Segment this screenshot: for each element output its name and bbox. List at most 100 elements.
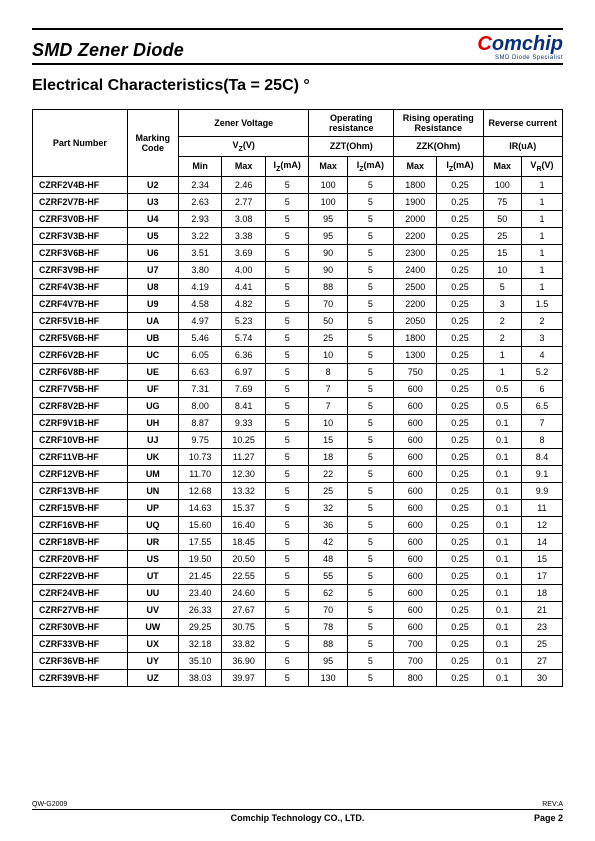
table-cell: 1 <box>521 244 562 261</box>
table-cell: 3.69 <box>222 244 266 261</box>
table-cell: 7.69 <box>222 380 266 397</box>
table-cell: 5 <box>265 635 309 652</box>
table-cell: U9 <box>127 295 178 312</box>
table-cell: 4 <box>521 346 562 363</box>
table-cell: 2.63 <box>178 193 222 210</box>
table-cell: 2 <box>483 312 521 329</box>
table-cell: 2300 <box>393 244 437 261</box>
table-cell: 18.45 <box>222 533 266 550</box>
table-cell: 5 <box>347 482 393 499</box>
table-cell: CZRF3V9B-HF <box>33 261 128 278</box>
table-cell: 7 <box>309 397 347 414</box>
table-cell: 5 <box>347 210 393 227</box>
table-cell: 5.23 <box>222 312 266 329</box>
logo-c: C <box>477 34 491 54</box>
table-cell: 5 <box>265 448 309 465</box>
table-cell: 5 <box>347 244 393 261</box>
table-cell: 0.25 <box>437 346 483 363</box>
table-cell: 7.31 <box>178 380 222 397</box>
table-cell: 0.1 <box>483 431 521 448</box>
table-cell: 3 <box>483 295 521 312</box>
table-cell: 5 <box>347 329 393 346</box>
table-cell: CZRF33VB-HF <box>33 635 128 652</box>
table-row: CZRF13VB-HFUN12.6813.3252556000.250.19.9 <box>33 482 563 499</box>
th-zener-voltage: Zener Voltage <box>178 110 309 137</box>
table-row: CZRF5V6B-HFUB5.465.74525518000.2523 <box>33 329 563 346</box>
table-row: CZRF2V7B-HFU32.632.775100519000.25751 <box>33 193 563 210</box>
table-row: CZRF4V7B-HFU94.584.82570522000.2531.5 <box>33 295 563 312</box>
table-cell: 50 <box>309 312 347 329</box>
table-row: CZRF18VB-HFUR17.5518.4554256000.250.114 <box>33 533 563 550</box>
table-cell: 17 <box>521 567 562 584</box>
table-cell: 0.25 <box>437 312 483 329</box>
table-cell: 5 <box>347 363 393 380</box>
table-cell: 600 <box>393 550 437 567</box>
table-cell: 4.00 <box>222 261 266 278</box>
logo-tagline: SMD Diode Specialist <box>477 55 563 61</box>
table-cell: 5 <box>265 516 309 533</box>
table-cell: 1800 <box>393 329 437 346</box>
table-cell: 9.1 <box>521 465 562 482</box>
table-cell: 30.75 <box>222 618 266 635</box>
table-cell: 1 <box>521 278 562 295</box>
table-cell: 36 <box>309 516 347 533</box>
table-cell: 9.9 <box>521 482 562 499</box>
table-cell: 0.1 <box>483 601 521 618</box>
th-marking-code: Marking Code <box>127 110 178 177</box>
table-cell: CZRF5V6B-HF <box>33 329 128 346</box>
table-cell: 4.19 <box>178 278 222 295</box>
table-cell: 5 <box>265 295 309 312</box>
table-cell: 5 <box>347 448 393 465</box>
table-cell: 1 <box>521 261 562 278</box>
table-cell: U3 <box>127 193 178 210</box>
table-cell: 70 <box>309 295 347 312</box>
table-cell: 32.18 <box>178 635 222 652</box>
table-cell: 5 <box>265 584 309 601</box>
table-cell: 0.25 <box>437 669 483 686</box>
table-cell: 15.60 <box>178 516 222 533</box>
table-cell: 30 <box>521 669 562 686</box>
table-row: CZRF6V8B-HFUE6.636.975857500.2515.2 <box>33 363 563 380</box>
table-cell: CZRF22VB-HF <box>33 567 128 584</box>
table-cell: UP <box>127 499 178 516</box>
table-cell: 600 <box>393 414 437 431</box>
table-row: CZRF12VB-HFUM11.7012.3052256000.250.19.1 <box>33 465 563 482</box>
table-cell: UR <box>127 533 178 550</box>
table-cell: CZRF6V2B-HF <box>33 346 128 363</box>
table-cell: 2.77 <box>222 193 266 210</box>
table-cell: 5 <box>347 567 393 584</box>
table-cell: UJ <box>127 431 178 448</box>
table-cell: CZRF9V1B-HF <box>33 414 128 431</box>
table-cell: 4.58 <box>178 295 222 312</box>
table-cell: 35.10 <box>178 652 222 669</box>
table-cell: 5 <box>347 550 393 567</box>
table-cell: 12.68 <box>178 482 222 499</box>
table-row: CZRF20VB-HFUS19.5020.5054856000.250.115 <box>33 550 563 567</box>
table-cell: 5 <box>347 431 393 448</box>
th-min: Min <box>178 156 222 176</box>
table-cell: 0.1 <box>483 482 521 499</box>
table-row: CZRF3V9B-HFU73.804.00590524000.25101 <box>33 261 563 278</box>
logo: Comchip SMD Diode Specialist <box>477 34 563 61</box>
table-cell: UY <box>127 652 178 669</box>
table-row: CZRF7V5B-HFUF7.317.695756000.250.56 <box>33 380 563 397</box>
table-cell: 5.2 <box>521 363 562 380</box>
table-cell: 0.25 <box>437 363 483 380</box>
table-cell: 700 <box>393 635 437 652</box>
table-cell: CZRF20VB-HF <box>33 550 128 567</box>
table-row: CZRF15VB-HFUP14.6315.3753256000.250.111 <box>33 499 563 516</box>
table-cell: 0.25 <box>437 278 483 295</box>
table-cell: 600 <box>393 380 437 397</box>
table-cell: 21.45 <box>178 567 222 584</box>
table-cell: 1300 <box>393 346 437 363</box>
table-cell: 3.38 <box>222 227 266 244</box>
table-cell: 5 <box>265 499 309 516</box>
table-cell: 750 <box>393 363 437 380</box>
table-cell: 600 <box>393 397 437 414</box>
table-cell: 0.25 <box>437 176 483 193</box>
table-cell: U5 <box>127 227 178 244</box>
table-cell: 5 <box>347 618 393 635</box>
table-cell: CZRF8V2B-HF <box>33 397 128 414</box>
table-row: CZRF3V0B-HFU42.933.08595520000.25501 <box>33 210 563 227</box>
table-cell: UM <box>127 465 178 482</box>
